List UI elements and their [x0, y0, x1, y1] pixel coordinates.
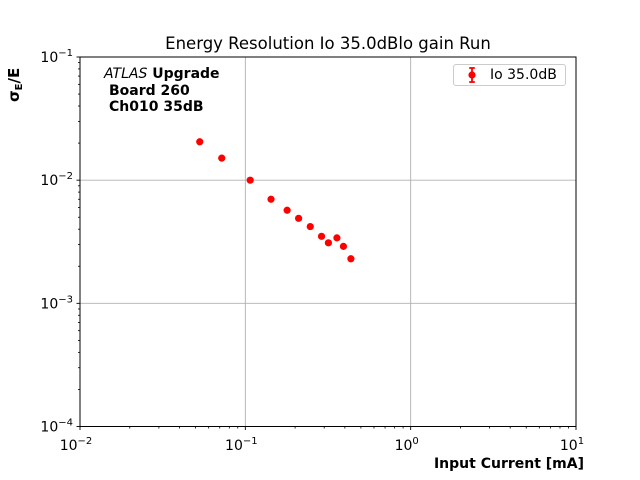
data-point [306, 222, 314, 231]
x-tick-label: 100 [395, 436, 419, 454]
ylabel-sigma: σ [5, 90, 23, 102]
legend-label: Io 35.0dB [490, 67, 557, 83]
y-axis-label: σE/E [5, 68, 25, 102]
data-point [324, 239, 333, 247]
x-tick-label: 10−1 [225, 436, 258, 454]
data-point [196, 138, 204, 146]
annotation-line1: ATLAS Upgrade [104, 66, 220, 83]
data-point [267, 195, 275, 203]
data-point [317, 232, 326, 240]
annotation-line1-rest: Upgrade [147, 66, 220, 82]
data-point [339, 242, 348, 250]
ylabel-subscript: E [14, 83, 25, 91]
ylabel-rest: /E [5, 67, 23, 84]
data-point [333, 234, 341, 242]
legend-marker-dot [468, 71, 476, 79]
y-tick-label: 10−3 [40, 294, 73, 312]
atlas-brand-text: ATLAS [104, 66, 148, 82]
x-tick-label: 10−2 [60, 436, 93, 454]
y-tick-label: 10−1 [40, 48, 73, 66]
x-axis-label: Input Current [mA] [433, 456, 584, 472]
x-tick-label: 101 [560, 436, 584, 454]
data-point [295, 214, 303, 222]
annotation-atlas: ATLAS Upgrade Board 260 Ch010 35dB [104, 66, 220, 116]
annotation-line3: Ch010 35dB [109, 99, 204, 115]
legend: Io 35.0dB [453, 64, 566, 86]
axes-spines [79, 56, 577, 427]
annotation-line2: Board 260 [109, 82, 190, 99]
chart-title: Energy Resolution Io 35.0dBlo gain Run [165, 34, 491, 53]
data-point [347, 255, 355, 263]
errorbar-marker-icon [468, 67, 476, 83]
data-point [246, 176, 254, 184]
data-point [283, 206, 291, 214]
data-point [218, 154, 226, 162]
y-tick-label: 10−2 [40, 171, 73, 189]
y-tick-label: 10−4 [40, 418, 73, 436]
